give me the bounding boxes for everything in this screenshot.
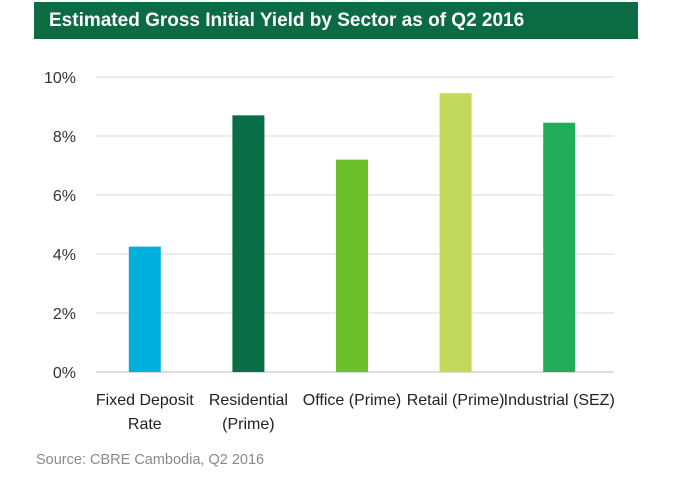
x-category-label: Residential — [209, 392, 288, 409]
bar — [543, 122, 576, 372]
y-tick-label: 6% — [53, 188, 76, 205]
y-tick-label: 10% — [44, 70, 76, 87]
y-tick-label: 8% — [53, 129, 76, 146]
bars — [128, 93, 576, 372]
x-category-label: Rate — [128, 416, 162, 433]
x-category-label: Industrial (SEZ) — [504, 392, 615, 409]
bar — [128, 246, 161, 372]
chart-title: Estimated Gross Initial Yield by Sector … — [34, 2, 638, 39]
x-category-label: (Prime) — [222, 416, 274, 433]
source-note: Source: CBRE Cambodia, Q2 2016 — [36, 452, 265, 468]
x-category-label: Office (Prime) — [303, 392, 401, 409]
x-category-label: Retail (Prime) — [407, 392, 505, 409]
bar — [439, 93, 472, 372]
bar — [336, 159, 368, 372]
y-tick-label: 4% — [53, 247, 76, 264]
y-axis-tick-labels: 0% 2% 4% 6% 8% 10% — [44, 70, 76, 382]
y-tick-label: 2% — [53, 306, 76, 323]
x-category-label: Fixed Deposit — [96, 392, 194, 409]
x-axis-category-labels: Fixed Deposit Rate Residential (Prime) Offic… — [96, 392, 615, 433]
bar — [232, 115, 265, 372]
y-tick-label: 0% — [53, 365, 76, 382]
